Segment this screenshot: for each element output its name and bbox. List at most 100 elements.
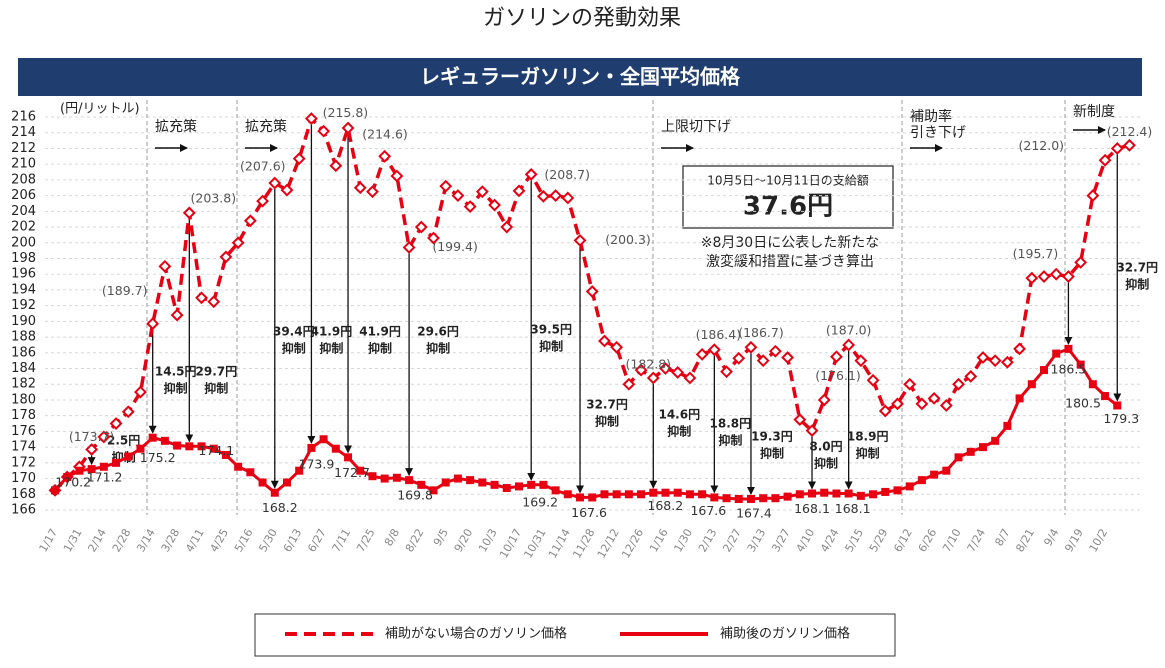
value-label: (182.8) (626, 356, 672, 371)
point (536, 189, 550, 203)
point (942, 466, 951, 475)
point (1101, 392, 1110, 401)
x-tick-label: 1/30 (672, 527, 696, 555)
point (1000, 355, 1014, 369)
point (771, 494, 780, 503)
point (1098, 153, 1112, 167)
point (856, 491, 865, 500)
point (952, 377, 965, 391)
point (893, 486, 902, 495)
x-tick-label: 2/13 (696, 527, 720, 555)
point (756, 354, 770, 368)
y-axis-label: (円/リットル) (60, 102, 140, 117)
reduction-note: 抑制 (426, 341, 450, 356)
point (475, 185, 489, 199)
point (585, 285, 599, 298)
point (683, 371, 697, 385)
point (75, 466, 84, 475)
y-tick-label: 204 (11, 204, 36, 219)
point (341, 121, 355, 135)
reduction-amount: 41.9円 (311, 325, 353, 339)
x-tick-label: 12/26 (619, 527, 646, 561)
point (759, 494, 768, 503)
point (353, 181, 367, 195)
y-tick-label: 174 (11, 440, 36, 455)
point (954, 453, 963, 462)
point (514, 482, 523, 491)
note: 激変緩和措置に基づき算出 (706, 253, 874, 270)
value-label: (186.4) (696, 327, 742, 342)
point (734, 494, 743, 503)
point (380, 474, 389, 483)
phase-label: 引き下げ (910, 125, 966, 141)
value-label: 186.5 (1051, 361, 1087, 376)
x-tick-label: 4/11 (183, 527, 207, 555)
value-label: (212.0) (1018, 138, 1064, 153)
point (85, 443, 99, 456)
point (1049, 267, 1063, 281)
point (744, 340, 758, 354)
reduction-amount: 29.7円 (196, 365, 238, 379)
point (881, 487, 890, 496)
point (561, 191, 575, 205)
point (282, 478, 291, 487)
reduction-amount: 32.7円 (1116, 261, 1158, 275)
x-tick-label: 3/28 (159, 527, 183, 555)
point (378, 149, 392, 163)
value-label: (207.6) (240, 159, 286, 174)
point (659, 362, 672, 375)
value-label: 171.2 (87, 470, 123, 485)
point (221, 450, 230, 459)
reduction-note: 抑制 (204, 381, 228, 396)
point (112, 458, 121, 467)
point (234, 462, 243, 471)
reduction-note: 抑制 (319, 341, 343, 356)
point (295, 466, 304, 475)
value-label: 168.1 (794, 501, 830, 516)
point (576, 493, 585, 502)
reduction-amount: 19.3円 (751, 430, 793, 444)
reduction-amount: 39.5円 (530, 323, 572, 337)
x-tick-label: 4/25 (208, 527, 232, 555)
point (304, 112, 318, 125)
x-tick-label: 2/28 (110, 527, 134, 555)
x-tick-label: 8/22 (403, 527, 427, 555)
x-tick-label: 6/26 (916, 527, 940, 555)
point (976, 351, 990, 364)
point (463, 200, 477, 214)
y-tick-label: 188 (11, 330, 36, 345)
point (768, 344, 782, 358)
point (219, 250, 233, 264)
point (209, 444, 218, 453)
reduction-note: 抑制 (282, 341, 306, 356)
series-line (53, 347, 1119, 501)
x-tick-label: 3/14 (134, 527, 158, 555)
info-box (682, 165, 894, 229)
point (661, 488, 670, 497)
value-label: 174.1 (198, 443, 234, 458)
point (917, 476, 926, 485)
point (148, 433, 157, 442)
x-tick-label: 1/17 (37, 527, 61, 555)
point (280, 183, 294, 197)
point (720, 365, 733, 379)
value-label: 170.2 (55, 474, 91, 489)
point (317, 124, 331, 138)
point (671, 366, 685, 379)
reduction-amount: 8.0円 (809, 440, 842, 454)
point (121, 405, 135, 419)
value-label: (189.7) (102, 283, 148, 298)
point (99, 462, 108, 471)
point (573, 233, 587, 247)
point (830, 350, 843, 364)
point (842, 338, 856, 352)
value-label: (203.8) (191, 190, 237, 205)
value-label: 169.2 (522, 494, 558, 509)
value-label: 175.2 (140, 450, 176, 465)
point (146, 317, 160, 331)
phase-label: 補助率 (910, 108, 952, 125)
point (551, 486, 560, 495)
point (905, 482, 914, 491)
point (402, 241, 416, 254)
